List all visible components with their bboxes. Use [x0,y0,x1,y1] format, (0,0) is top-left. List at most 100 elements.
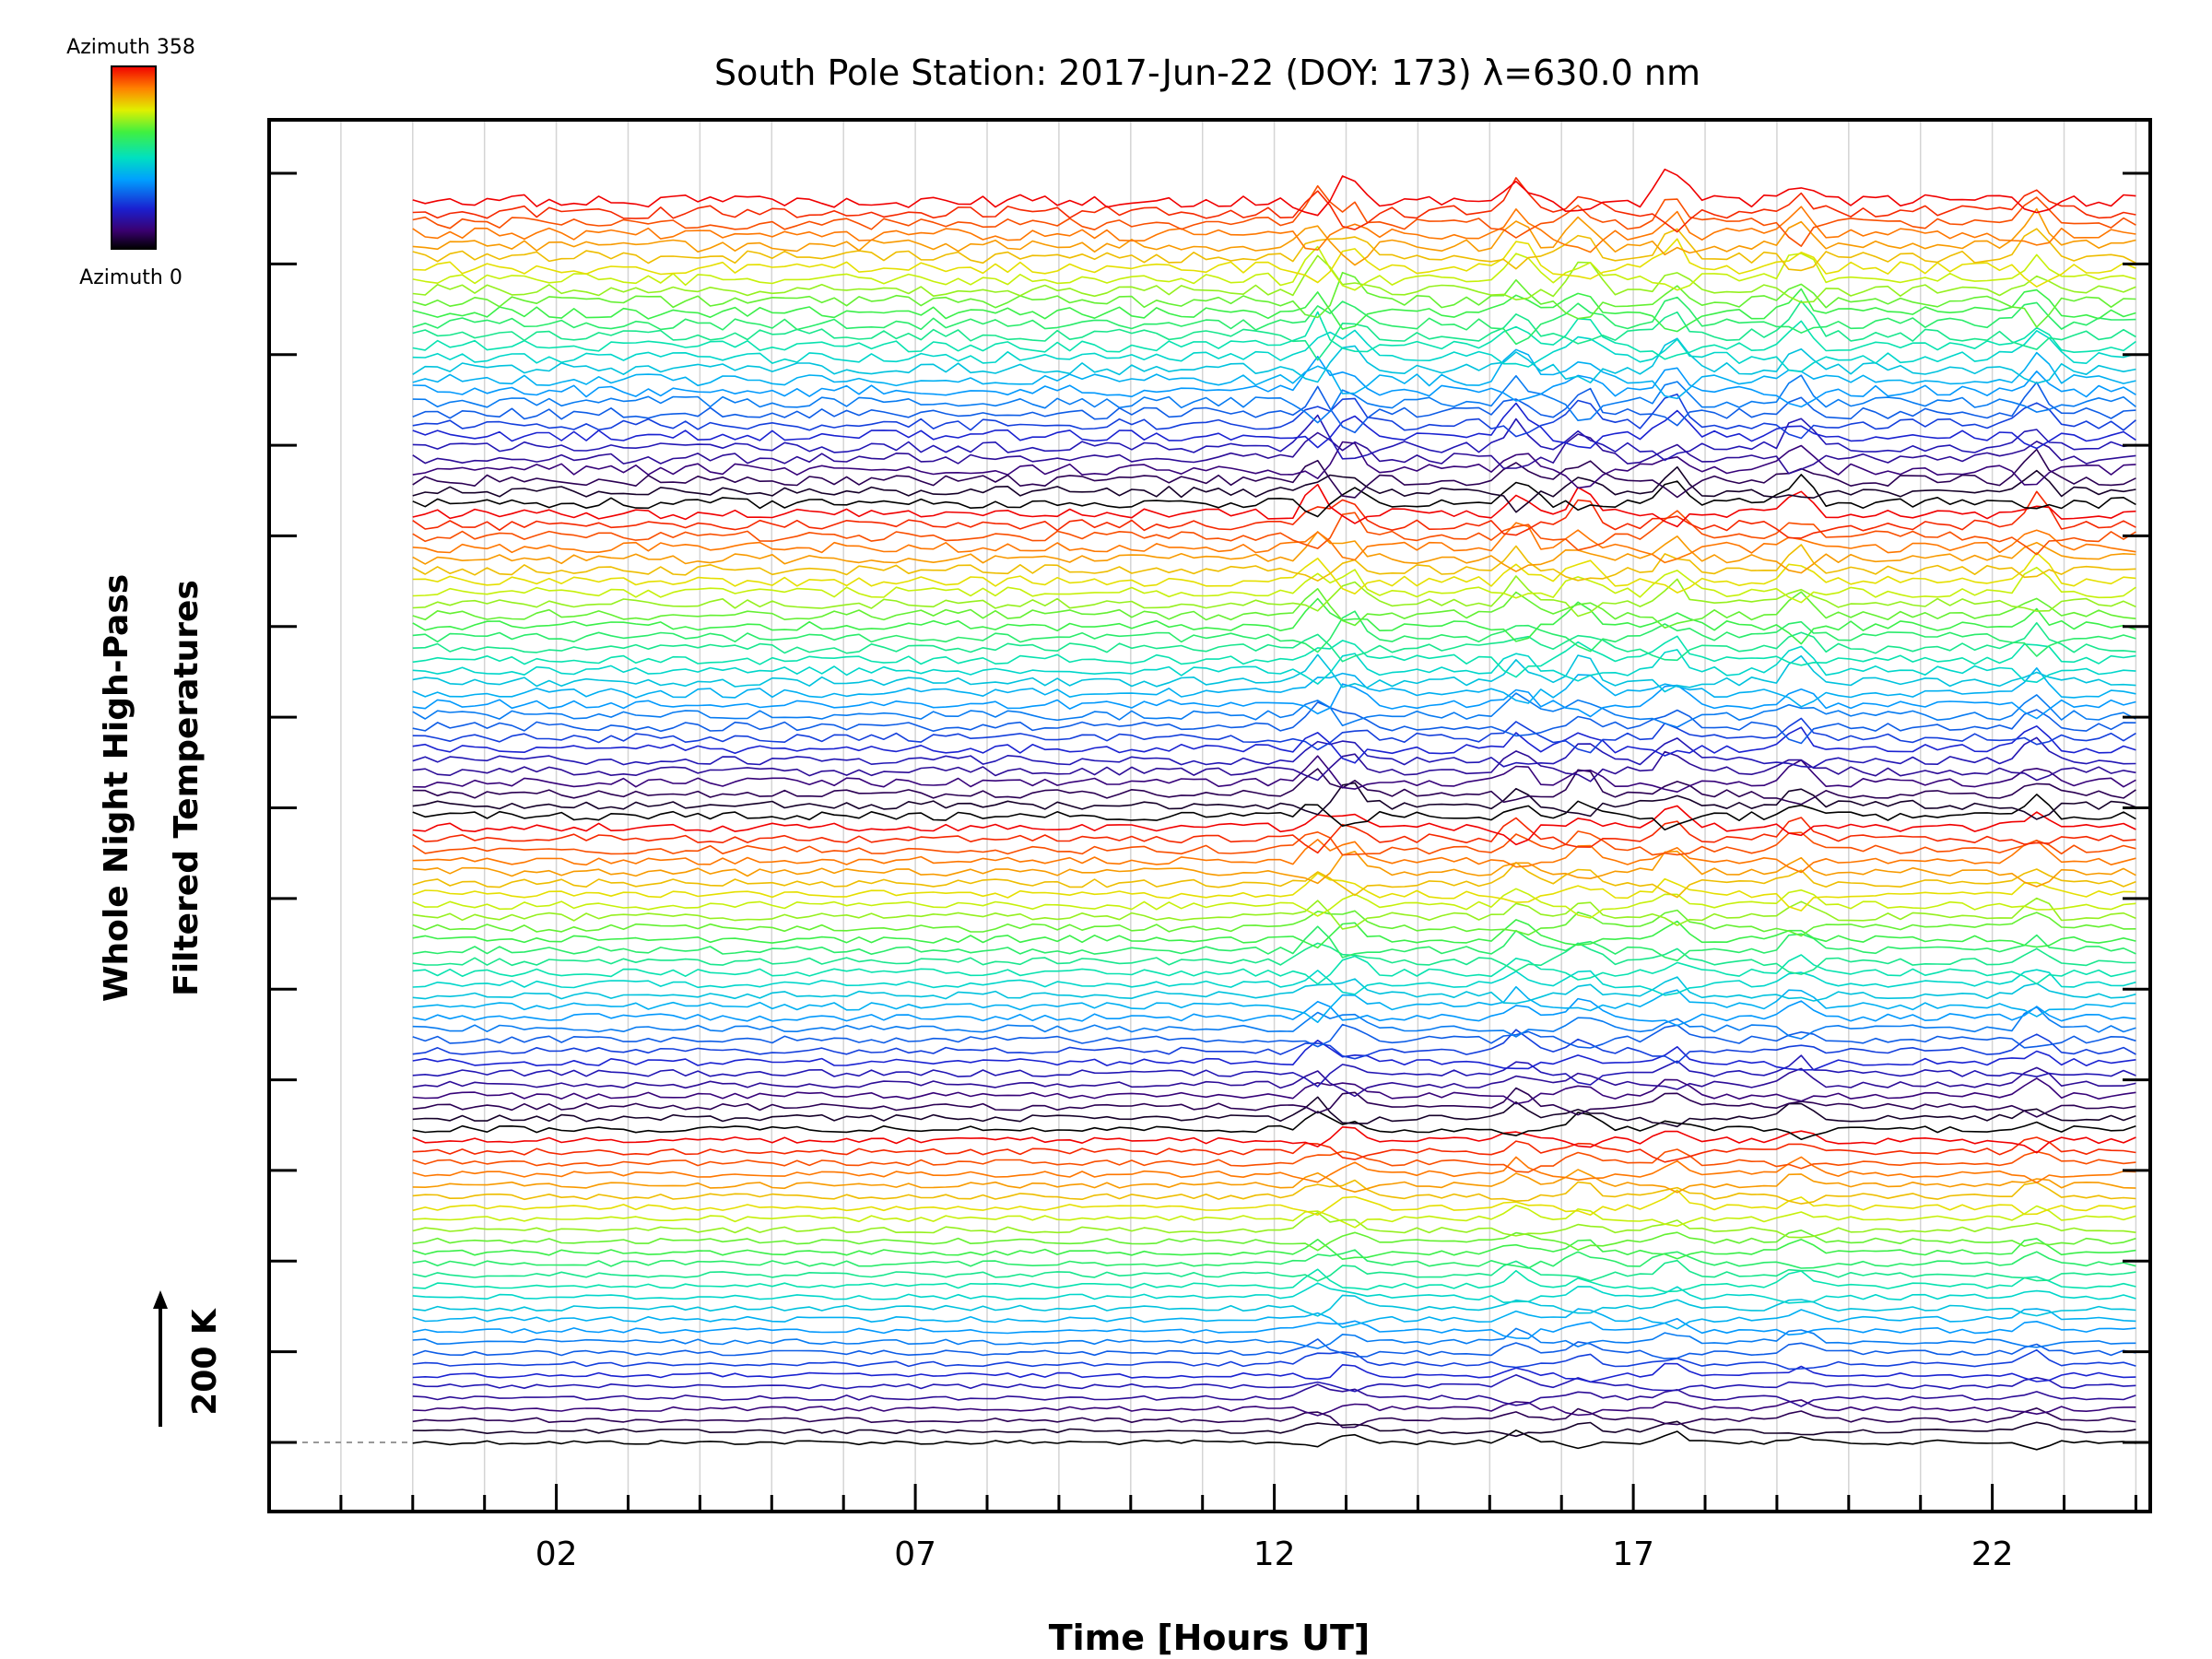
colorbar: Azimuth 358 Azimuth 0 [66,36,195,289]
series-line [412,288,2136,333]
series-line [412,441,2136,489]
series-line [412,382,2136,434]
series-line [412,474,2136,518]
series-line [412,1189,2136,1216]
series-line [412,575,2136,618]
series-line [412,337,2136,384]
series-line [412,888,2136,919]
series-line [412,954,2136,985]
x-tick-label: 17 [1612,1535,1654,1573]
series-line [412,1230,2136,1252]
series-line [412,402,2136,450]
series-line [412,1430,2136,1451]
series-line [412,1238,2136,1260]
series-line [412,1029,2136,1065]
colorbar-top-label: Azimuth 358 [66,36,195,59]
series-line [412,1126,2136,1154]
series-line [412,238,2136,288]
series-line [412,1362,2136,1383]
x-tick-label: 02 [535,1535,578,1573]
series-line [412,311,2136,360]
series-line [412,1348,2136,1371]
series-line [412,1374,2136,1393]
x-axis-label: Time [Hours UT] [1049,1618,1371,1658]
series-line [412,597,2136,645]
series-line [412,925,2136,961]
series-line [412,1066,2136,1098]
series-line [412,830,2136,856]
series-line [412,683,2136,720]
series-line [412,1205,2136,1229]
y-axis-label-line-1: Whole Night High-Pass [98,574,135,1002]
series-line [412,1212,2136,1239]
series-line [412,850,2136,888]
series-line [412,976,2136,1005]
series-line [412,653,2136,693]
series-line [412,1383,2136,1407]
scale-arrow-head [153,1290,168,1309]
series-line [412,1054,2136,1088]
series-line [412,300,2136,361]
series-line [412,622,2136,663]
series-line [412,1148,2136,1173]
series-line [412,448,2136,499]
series-line [412,768,2136,806]
scale-indicator: 200 K [153,1290,224,1427]
series-group [412,168,2136,1451]
x-tick-labels: 02 07 12 17 22 [535,1535,2014,1573]
series-line [412,750,2136,782]
series-line [412,736,2136,769]
x-tick-label: 12 [1253,1535,1296,1573]
series-line [412,942,2136,975]
series-line [412,1096,2136,1128]
series-line [412,692,2136,728]
series-line [412,531,2136,574]
series-line [412,414,2136,462]
series-line [412,1006,2136,1040]
series-line [412,1111,2136,1140]
series-line [412,544,2136,582]
series-line [412,1169,2136,1194]
series-line [412,1023,2136,1049]
scale-label: 200 K [186,1308,224,1416]
series-line [412,296,2136,346]
series-line [412,1077,2136,1105]
series-line [412,1338,2136,1359]
series-line [412,1327,2136,1349]
series-line [412,465,2136,513]
series-line [412,177,2136,233]
series-line [412,1259,2136,1282]
series-line [412,1294,2136,1317]
chart-title: South Pole Station: 2017-Jun-22 (DOY: 17… [714,53,1700,93]
series-line [412,667,2136,708]
series-line [412,969,2136,996]
series-line [412,701,2136,745]
series-line [412,1156,2136,1183]
series-line [412,717,2136,754]
plot-frame [267,118,2152,1513]
series-line [412,1399,2136,1417]
series-line [412,862,2136,899]
series-line [412,645,2136,685]
series-line [412,393,2136,440]
series-line [412,510,2136,556]
series-line [412,1087,2136,1118]
series-line [412,1420,2136,1438]
colorbar-bottom-label: Azimuth 0 [79,266,182,289]
series-line [412,329,2136,373]
series-line [412,1249,2136,1269]
series-line [412,431,2136,475]
colorbar-gradient [111,65,157,250]
series-line [412,206,2136,253]
series-line [412,610,2136,657]
series-line [412,1040,2136,1071]
series-line [412,356,2136,408]
series-line [412,566,2136,604]
series-line [412,909,2136,937]
series-line [412,551,2136,594]
series-line [412,755,2136,793]
series-line [412,348,2136,400]
series-line [412,897,2136,930]
series-line [412,168,2136,217]
